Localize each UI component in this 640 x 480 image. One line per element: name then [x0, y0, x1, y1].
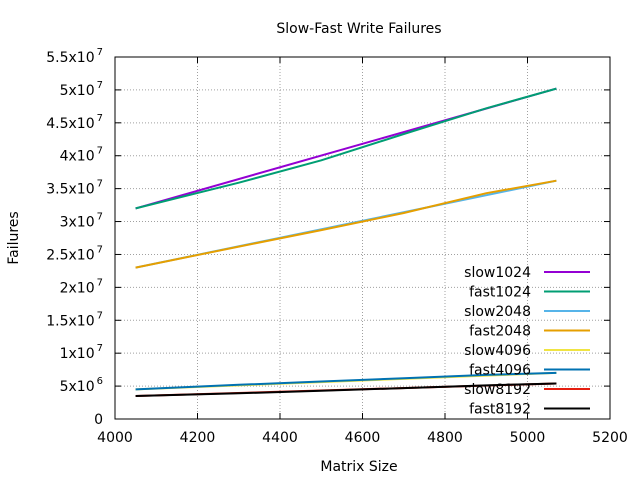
y-tick-label: 4.5x10 7 [46, 113, 103, 132]
y-tick-exponent: 7 [97, 212, 103, 223]
series-line-fast4096 [135, 371, 557, 391]
y-tick-exponent: 7 [97, 113, 103, 124]
x-tick-label: 4400 [262, 430, 298, 446]
chart-title: Slow-Fast Write Failures [276, 21, 441, 37]
y-tick-exponent: 7 [97, 343, 103, 354]
x-tick-labels: 4000 4200 4400 4600 4800 5000 5200 [97, 430, 628, 446]
y-tick-label: 2x10 7 [60, 277, 103, 296]
x-tick-label: 5000 [510, 430, 546, 446]
y-tick-mantissa: 2.5x10 [46, 247, 94, 263]
legend-label-slow1024: slow1024 [464, 265, 531, 281]
y-axis-label: Failures [6, 211, 22, 264]
plot-series [135, 87, 557, 397]
y-tick-exponent: 7 [97, 179, 103, 190]
legend-label-slow4096: slow4096 [464, 343, 531, 359]
y-tick-label: 0 [94, 412, 103, 428]
y-tick-mantissa: 5.5x10 [46, 50, 94, 66]
y-tick-exponent: 7 [97, 146, 103, 157]
y-tick-mantissa: 5x10 [60, 379, 95, 395]
y-tick-label: 3x10 7 [60, 212, 103, 231]
legend-label-fast2048: fast2048 [469, 324, 531, 340]
x-axis-label: Matrix Size [320, 459, 397, 475]
x-tick-label: 5200 [592, 430, 628, 446]
grid [115, 57, 610, 419]
y-tick-mantissa: 3x10 [60, 215, 95, 231]
y-tick-exponent: 7 [97, 47, 103, 58]
legend: slow1024 fast1024 slow2048 fast2048 slow4096… [464, 265, 590, 418]
y-tick-label: 5x10 6 [60, 376, 103, 395]
legend-label-slow2048: slow2048 [464, 304, 531, 320]
y-tick-mantissa: 2x10 [60, 280, 95, 296]
y-tick-mantissa: 1x10 [60, 346, 95, 362]
y-tick-exponent: 7 [97, 277, 103, 288]
y-tick-label: 5.5x10 7 [46, 47, 103, 66]
axis-ticks [114, 56, 611, 420]
y-tick-exponent: 7 [97, 310, 103, 321]
y-tick-mantissa: 0 [94, 412, 103, 428]
y-tick-exponent: 6 [97, 376, 103, 387]
y-tick-mantissa: 4.5x10 [46, 116, 94, 132]
y-tick-label: 5x10 7 [60, 80, 103, 99]
y-tick-label: 1.5x10 7 [46, 310, 103, 329]
y-tick-label: 1x10 7 [60, 343, 103, 362]
y-tick-label: 2.5x10 7 [46, 244, 103, 263]
legend-label-fast1024: fast1024 [469, 285, 531, 301]
y-tick-exponent: 7 [97, 80, 103, 91]
legend-label-fast8192: fast8192 [469, 402, 531, 418]
x-tick-label: 4800 [427, 430, 463, 446]
x-tick-label: 4000 [97, 430, 133, 446]
legend-label-slow8192: slow8192 [464, 382, 531, 398]
y-tick-mantissa: 1.5x10 [46, 313, 94, 329]
x-tick-label: 4600 [345, 430, 381, 446]
series-line-fast2048 [135, 179, 557, 269]
y-tick-mantissa: 5x10 [60, 83, 95, 99]
y-tick-mantissa: 3.5x10 [46, 182, 94, 198]
x-tick-label: 4200 [180, 430, 216, 446]
y-tick-label: 3.5x10 7 [46, 179, 103, 198]
series-line-fast1024 [135, 87, 557, 210]
y-tick-exponent: 7 [97, 244, 103, 255]
series-line-fast8192 [135, 382, 557, 397]
y-tick-mantissa: 4x10 [60, 149, 95, 165]
legend-label-fast4096: fast4096 [469, 363, 531, 379]
y-tick-label: 4x10 7 [60, 146, 103, 165]
